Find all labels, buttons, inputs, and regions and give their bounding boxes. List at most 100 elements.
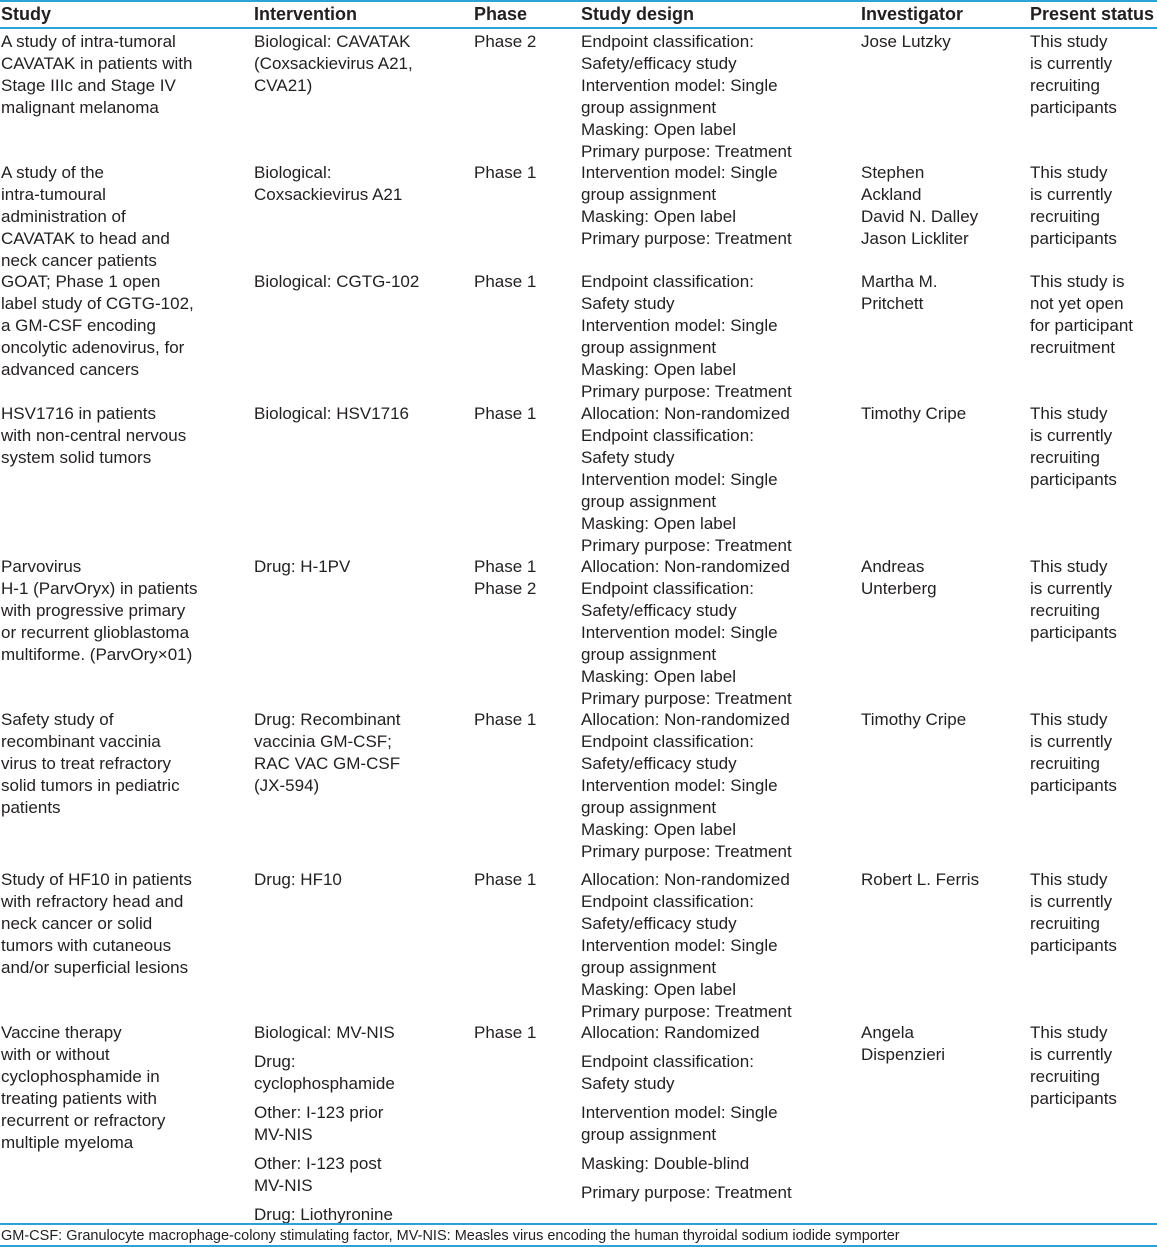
cell-text: Endpoint classification: Safety study [581,1052,754,1093]
cell-present-status: This study is currently recruiting parti… [1030,556,1117,644]
cell-text: Parvovirus H-1 (ParvOryx) in patients wi… [1,557,198,664]
cell-text: Endpoint classification: Safety/efficacy… [581,32,792,161]
cell-text: This study is currently recruiting parti… [1030,32,1117,117]
cell-intervention: Biological: MV-NIS Drug: cyclophosphamide… [254,1022,395,1226]
cell-phase: Phase 1 [474,162,536,184]
cell-text: Martha M. Pritchett [861,272,938,313]
cell-text: Safety study of recombinant vaccinia vir… [1,710,180,817]
cell-text: HSV1716 in patients with non-central ner… [1,404,187,467]
header-study-design: Study design [581,4,695,24]
header-study: Study [1,4,52,24]
cell-text: This study is currently recruiting parti… [1030,404,1117,489]
cell-text: Drug: H-1PV [254,557,351,576]
cell-text: Phase 1 Phase 2 [474,557,537,598]
cell-text: Biological: HSV1716 [254,404,409,423]
cell-text: Biological: MV-NIS [254,1023,395,1042]
cell-phase: Phase 1 [474,403,536,425]
cell-text: Other: I-123 prior MV-NIS [254,1103,384,1144]
cell-study: GOAT; Phase 1 open label study of CGTG-1… [1,271,194,381]
cell-text: Phase 1 [474,272,537,291]
cell-text: This study is currently recruiting parti… [1030,870,1117,955]
cell-investigator: Stephen Ackland David N. Dalley Jason Li… [861,162,978,250]
cell-present-status: This study is not yet open for participa… [1030,271,1133,359]
cell-study-design: Allocation: Non-randomized Endpoint clas… [581,709,792,863]
cell-text: This study is currently recruiting parti… [1030,1023,1117,1108]
header-phase: Phase [474,4,528,24]
cell-text: This study is currently recruiting parti… [1030,557,1117,642]
cell-text: Drug: cyclophosphamide [254,1052,395,1093]
cell-text: Phase 1 [474,710,537,729]
header-present-status: Present status [1030,4,1155,24]
cell-investigator: Angela Dispenzieri [861,1022,945,1066]
cell-text: Study of HF10 in patients with refractor… [1,870,192,977]
cell-text: Drug: Recombinant vaccinia GM-CSF; RAC V… [254,710,401,795]
cell-text: Allocation: Non-randomized Endpoint clas… [581,710,792,861]
cell-phase: Phase 2 [474,31,536,53]
header-rule [0,27,1157,29]
cell-study: Parvovirus H-1 (ParvOryx) in patients wi… [1,556,198,666]
top-rule [0,0,1157,2]
cell-text: This study is currently recruiting parti… [1030,710,1117,795]
cell-text: Phase 1 [474,870,537,889]
cell-study-design: Allocation: Non-randomized Endpoint clas… [581,869,792,1023]
cell-text: Vaccine therapy with or without cyclopho… [1,1023,166,1152]
cell-text: Allocation: Non-randomized Endpoint clas… [581,557,792,708]
cell-text: Primary purpose: Treatment [581,1183,792,1202]
cell-investigator: Timothy Cripe [861,709,966,731]
cell-study: Study of HF10 in patients with refractor… [1,869,192,979]
cell-phase: Phase 1 Phase 2 [474,556,536,600]
cell-text: Angela Dispenzieri [861,1023,946,1064]
cell-present-status: This study is currently recruiting parti… [1030,403,1117,491]
cell-study: HSV1716 in patients with non-central ner… [1,403,186,469]
cell-text: This study is currently recruiting parti… [1030,163,1117,248]
cell-text: GOAT; Phase 1 open label study of CGTG-1… [1,272,194,379]
cell-present-status: This study is currently recruiting parti… [1030,31,1117,119]
cell-present-status: This study is currently recruiting parti… [1030,869,1117,957]
cell-study: A study of intra-tumoral CAVATAK in pati… [1,31,192,119]
cell-text: Stephen Ackland David N. Dalley Jason Li… [861,163,979,248]
cell-text: Drug: HF10 [254,870,342,889]
cell-text: A study of intra-tumoral CAVATAK in pati… [1,32,193,117]
cell-text: Biological: CAVATAK (Coxsackievirus A21,… [254,32,413,95]
cell-study: Safety study of recombinant vaccinia vir… [1,709,180,819]
cell-present-status: This study is currently recruiting parti… [1030,1022,1117,1110]
cell-text: Masking: Double-blind [581,1154,750,1173]
cell-text: Robert L. Ferris [861,870,980,889]
cell-text: Allocation: Randomized [581,1023,760,1042]
cell-study-design: Endpoint classification: Safety study In… [581,271,792,403]
cell-investigator: Andreas Unterberg [861,556,937,600]
cell-intervention: Biological: Coxsackievirus A21 [254,162,402,206]
cell-phase: Phase 1 [474,869,536,891]
cell-text: Phase 2 [474,32,537,51]
cell-present-status: This study is currently recruiting parti… [1030,709,1117,797]
cell-text: Intervention model: Single group assignm… [581,1103,778,1144]
cell-phase: Phase 1 [474,709,536,731]
cell-phase: Phase 1 [474,271,536,293]
table-footnote: GM-CSF: Granulocyte macrophage-colony st… [1,1228,900,1244]
cell-intervention: Biological: CGTG-102 [254,271,419,293]
cell-intervention: Biological: HSV1716 [254,403,409,425]
bottom-rule [0,1245,1157,1247]
cell-investigator: Jose Lutzky [861,31,951,53]
cell-text: Biological: Coxsackievirus A21 [254,163,403,204]
cell-text: Intervention model: Single group assignm… [581,163,792,248]
cell-study: Vaccine therapy with or without cyclopho… [1,1022,165,1154]
cell-phase: Phase 1 [474,1022,536,1044]
cell-text: Biological: CGTG-102 [254,272,420,291]
cell-text: Drug: Liothyronine [254,1205,393,1224]
cell-intervention: Biological: CAVATAK (Coxsackievirus A21,… [254,31,413,97]
cell-text: Timothy Cripe [861,710,967,729]
cell-text: Phase 1 [474,163,537,182]
cell-text: Phase 1 [474,404,537,423]
cell-study-design: Allocation: Non-randomized Endpoint clas… [581,403,792,557]
cell-text: A study of the intra-tumoural administra… [1,163,170,270]
cell-intervention: Drug: HF10 [254,869,342,891]
footer-rule [0,1223,1157,1225]
cell-text: Other: I-123 post MV-NIS [254,1154,382,1195]
header-intervention: Intervention [254,4,358,24]
header-investigator: Investigator [861,4,964,24]
cell-text: Jose Lutzky [861,32,951,51]
cell-study-design: Allocation: Randomized Endpoint classific… [581,1022,792,1204]
cell-study-design: Endpoint classification: Safety/efficacy… [581,31,792,163]
cell-study-design: Intervention model: Single group assignm… [581,162,792,250]
